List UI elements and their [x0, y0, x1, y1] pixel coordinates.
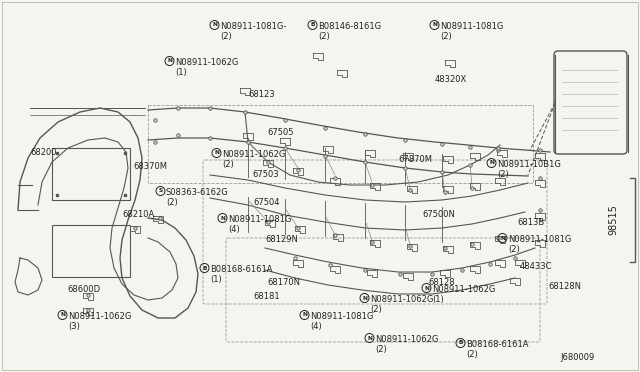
Text: 6813B: 6813B	[517, 218, 544, 227]
Text: 68181: 68181	[253, 292, 280, 301]
Text: N: N	[212, 22, 217, 28]
Text: J680009: J680009	[561, 353, 595, 362]
Text: N: N	[220, 215, 225, 221]
Text: B08168-6161A
(1): B08168-6161A (1)	[210, 265, 273, 285]
Text: 68210A: 68210A	[122, 210, 154, 219]
Text: N: N	[367, 336, 372, 340]
Text: N: N	[214, 151, 219, 155]
Text: 68370M: 68370M	[133, 162, 167, 171]
Text: 68129N: 68129N	[265, 235, 298, 244]
Text: B08168-6161A
(2): B08168-6161A (2)	[466, 340, 529, 359]
Bar	[148, 105, 533, 183]
Text: 68200: 68200	[30, 148, 56, 157]
Text: B08146-8161G
(2): B08146-8161G (2)	[318, 22, 381, 41]
Text: N08911-1081G
(4): N08911-1081G (4)	[310, 312, 373, 331]
Text: 68600D: 68600D	[67, 285, 100, 294]
Text: N08911-1081G
(2): N08911-1081G (2)	[440, 22, 504, 41]
Text: N: N	[500, 235, 505, 241]
Text: N: N	[424, 285, 429, 291]
Text: B: B	[310, 22, 315, 28]
Text: 67505: 67505	[267, 128, 294, 137]
Text: 68128: 68128	[428, 278, 454, 287]
Text: N08911-10B1G
(2): N08911-10B1G (2)	[497, 160, 561, 179]
Bar	[52, 225, 130, 277]
Text: B: B	[458, 340, 463, 346]
Text: N08911-1062G
(1): N08911-1062G (1)	[175, 58, 238, 77]
Text: 48433C: 48433C	[520, 262, 552, 271]
Text: B: B	[202, 266, 207, 270]
Bar	[52, 148, 130, 200]
Text: 68170N: 68170N	[267, 278, 300, 287]
Text: 67870M: 67870M	[398, 155, 432, 164]
Text: 68123: 68123	[248, 90, 275, 99]
Text: S: S	[159, 189, 163, 193]
Text: 68128N: 68128N	[548, 282, 581, 291]
Text: 67504: 67504	[253, 198, 280, 207]
Text: N: N	[167, 58, 172, 64]
Text: N: N	[489, 160, 494, 166]
Text: N08911-1062G
(2): N08911-1062G (2)	[375, 335, 438, 355]
Text: N: N	[60, 312, 65, 317]
Text: N08911-1081G
(2): N08911-1081G (2)	[508, 235, 572, 254]
Text: N08911-1062G
(1): N08911-1062G (1)	[432, 285, 495, 304]
Text: N08911-1062G
(2): N08911-1062G (2)	[222, 150, 285, 169]
Text: 67500N: 67500N	[422, 210, 455, 219]
Text: N: N	[302, 312, 307, 317]
Text: N: N	[362, 295, 367, 301]
Text: N: N	[432, 22, 437, 28]
Text: N08911-1062G
(2): N08911-1062G (2)	[370, 295, 433, 314]
Text: S08363-6162G
(2): S08363-6162G (2)	[166, 188, 228, 208]
Text: 98515: 98515	[608, 205, 618, 235]
Text: N08911-1081G
(4): N08911-1081G (4)	[228, 215, 291, 234]
Text: N08911-1081G-
(2): N08911-1081G- (2)	[220, 22, 286, 41]
Text: 48320X: 48320X	[435, 75, 467, 84]
Text: N08911-1062G
(3): N08911-1062G (3)	[68, 312, 131, 331]
Text: 67503: 67503	[252, 170, 278, 179]
